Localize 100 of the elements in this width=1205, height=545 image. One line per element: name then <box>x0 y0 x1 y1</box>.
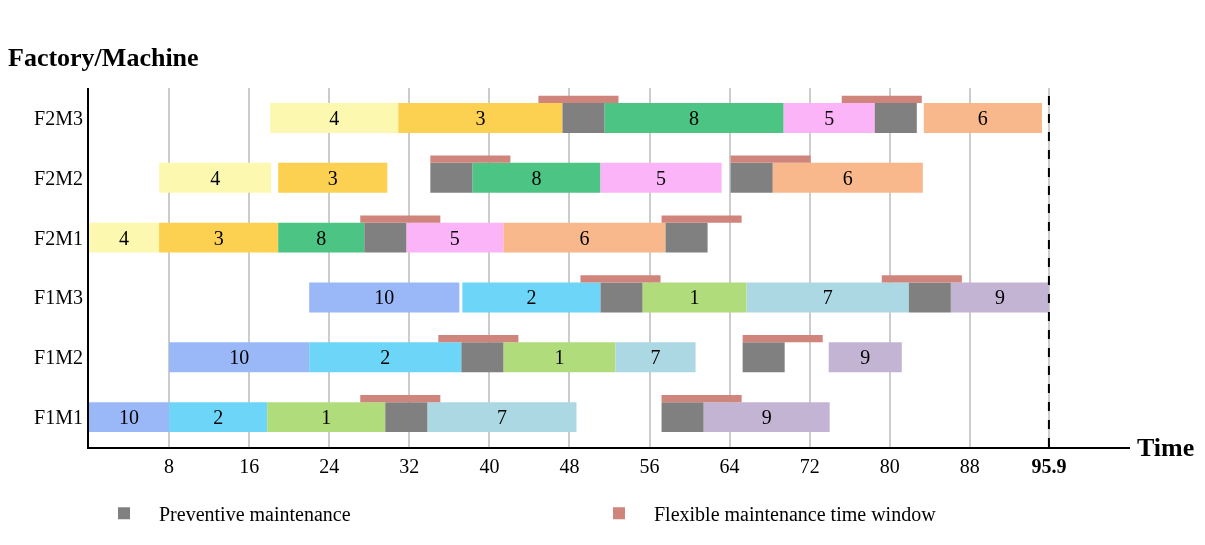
bar <box>703 402 830 433</box>
bar <box>881 275 962 283</box>
bar <box>267 402 386 433</box>
text: 10 <box>374 286 395 309</box>
series-label: 6 <box>579 226 590 249</box>
text: 6 <box>977 106 988 129</box>
series-label: 4 <box>119 226 130 249</box>
text: 9 <box>994 286 1005 309</box>
bar <box>461 342 504 373</box>
bar <box>270 102 399 133</box>
bar <box>562 102 605 133</box>
bar <box>503 342 616 373</box>
text: 2 <box>526 286 537 309</box>
bar <box>841 95 922 103</box>
bar <box>385 402 428 433</box>
bar <box>746 282 909 313</box>
bar <box>159 222 279 253</box>
bar <box>604 102 784 133</box>
x-tick-label: 56 <box>639 455 660 477</box>
text: 4 <box>329 106 340 129</box>
text: 4 <box>210 166 221 189</box>
text: 10 <box>229 346 250 369</box>
series-label: 10 <box>119 406 140 429</box>
bar <box>360 394 441 403</box>
bar <box>783 102 875 133</box>
bar <box>406 222 504 253</box>
x-tick-label: 16 <box>239 455 260 477</box>
x-tick-label: 72 <box>799 455 820 477</box>
bar <box>169 402 268 433</box>
y-tick-label: F1M3 <box>34 286 83 309</box>
bar <box>600 282 643 313</box>
bar <box>665 222 708 253</box>
bar <box>462 282 601 313</box>
x-tick-label: 88 <box>959 455 980 477</box>
y-axis-title: Factory/Machine <box>8 43 199 72</box>
y-tick-label: F2M1 <box>34 226 83 249</box>
bar <box>427 402 577 433</box>
bar <box>430 155 511 163</box>
bar <box>503 222 666 253</box>
bar <box>923 102 1042 133</box>
bar <box>661 215 742 223</box>
bar <box>742 335 823 343</box>
x-axis-title: Time <box>1137 433 1195 462</box>
bar <box>730 155 811 163</box>
text: 1 <box>689 286 700 309</box>
bar <box>398 102 563 133</box>
text: 5 <box>824 106 835 129</box>
bar <box>661 394 742 403</box>
bar <box>580 275 661 283</box>
bar <box>169 342 310 373</box>
series-label: 8 <box>316 226 327 249</box>
text: 1 <box>554 346 565 369</box>
text: 8 <box>531 166 542 189</box>
y-tick-label: F1M2 <box>34 346 83 369</box>
bar <box>472 162 601 193</box>
bar <box>742 342 785 373</box>
bar <box>615 342 696 373</box>
bar <box>874 102 917 133</box>
bar <box>159 162 272 193</box>
series-label: 3 <box>213 226 224 249</box>
x-tick-label: 8 <box>164 455 175 477</box>
series-label: 2 <box>213 406 224 429</box>
bar <box>309 282 460 313</box>
bar <box>828 342 902 373</box>
text: 3 <box>475 106 486 129</box>
bar <box>278 162 388 193</box>
x-tick-label: 24 <box>319 455 340 477</box>
text: 6 <box>842 166 853 189</box>
bar <box>364 222 407 253</box>
series-label: 9 <box>761 406 772 429</box>
legend-label: Flexible maintenance time window <box>654 502 937 525</box>
x-tick-label: 95.9 <box>1031 455 1067 477</box>
bar <box>89 222 160 253</box>
bar <box>360 215 441 223</box>
series-label: 5 <box>449 226 460 249</box>
bar <box>309 342 462 373</box>
bar <box>538 95 619 103</box>
series-label: 1 <box>321 406 332 429</box>
bar <box>950 282 1049 313</box>
text: 3 <box>327 166 338 189</box>
x-tick-label: 48 <box>559 455 580 477</box>
bar <box>89 402 170 433</box>
bar <box>661 402 704 433</box>
x-tick-label: 64 <box>719 455 740 477</box>
y-tick-label: F2M3 <box>34 106 83 129</box>
text: 5 <box>656 166 667 189</box>
text: 7 <box>650 346 661 369</box>
bar <box>642 282 747 313</box>
bar <box>772 162 923 193</box>
x-tick-label: 32 <box>399 455 420 477</box>
x-tick-label: 40 <box>479 455 500 477</box>
text: 7 <box>822 286 833 309</box>
y-tick-label: F2M2 <box>34 166 83 189</box>
bar <box>908 282 951 313</box>
text: 8 <box>689 106 700 129</box>
text: 9 <box>860 346 871 369</box>
y-tick-label: F1M1 <box>34 406 83 429</box>
bar <box>600 162 722 193</box>
bar <box>730 162 773 193</box>
text: 2 <box>380 346 391 369</box>
